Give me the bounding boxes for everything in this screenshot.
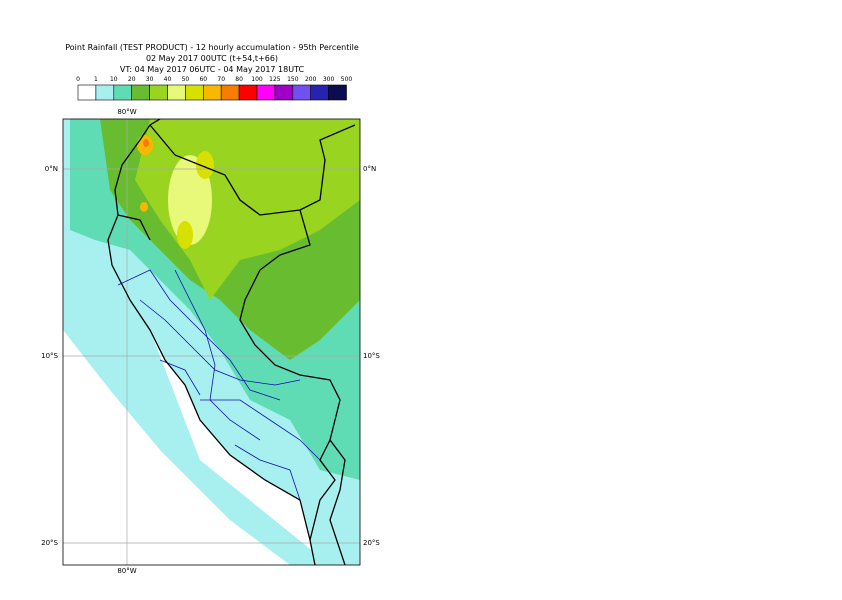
yellow-rain [177, 221, 193, 249]
legend-swatch [220, 84, 240, 101]
legend-label: 80 [235, 76, 243, 83]
legend-label: 50 [182, 76, 190, 83]
legend-label: 1 [94, 76, 98, 83]
subtitle: 02 May 2017 00UTC (t+54,t+66) [146, 54, 278, 63]
lat-label: 0°N [363, 165, 376, 173]
legend-swatch [95, 84, 115, 101]
legend-label: 40 [164, 76, 172, 83]
legend-label: 70 [217, 76, 225, 83]
legend-swatch [131, 84, 150, 101]
legend-label: 60 [199, 76, 207, 83]
legend-swatch [292, 84, 311, 101]
legend-label: 125 [269, 76, 281, 83]
legend-label: 500 [341, 76, 353, 83]
legend-swatch [274, 84, 294, 101]
legend-swatch [310, 84, 329, 101]
legend-swatch [167, 84, 186, 101]
legend-swatch [149, 84, 168, 101]
legend: 0 1 10 20 30 40 50 60 70 80 100 125 150 200 300 500 [76, 76, 353, 101]
lat-label: 0°N [45, 165, 58, 173]
legend-swatch [256, 84, 276, 101]
title: Point Rainfall (TEST PRODUCT) - 12 hourl… [65, 43, 359, 52]
lon-label: 80°W [117, 108, 136, 116]
map-frame [62, 118, 361, 566]
gold-rain [140, 202, 148, 212]
legend-swatch [77, 84, 97, 101]
legend-swatch [203, 84, 222, 101]
legend-label: 150 [287, 76, 299, 83]
legend-label: 0 [76, 76, 80, 83]
lon-label: 80°W [117, 567, 136, 575]
legend-swatch [113, 84, 133, 101]
valid-time: VT: 04 May 2017 06UTC - 04 May 2017 18UT… [120, 65, 305, 74]
orange-rain [143, 139, 149, 147]
legend-label: 20 [128, 76, 136, 83]
country-borders [107, 119, 356, 565]
legend-label: 200 [305, 76, 317, 83]
legend-label: 100 [251, 76, 263, 83]
legend-label: 10 [110, 76, 118, 83]
legend-swatch [328, 84, 347, 101]
legend-swatch [238, 84, 258, 101]
lat-label: 20°S [41, 539, 58, 547]
legend-label: 30 [146, 76, 154, 83]
lat-label: 10°S [41, 352, 58, 360]
legend-swatch [185, 84, 204, 101]
legend-label: 300 [323, 76, 335, 83]
map [63, 119, 360, 565]
yellow-rain [196, 151, 214, 179]
lat-label: 10°S [363, 352, 380, 360]
lat-label: 20°S [363, 539, 380, 547]
